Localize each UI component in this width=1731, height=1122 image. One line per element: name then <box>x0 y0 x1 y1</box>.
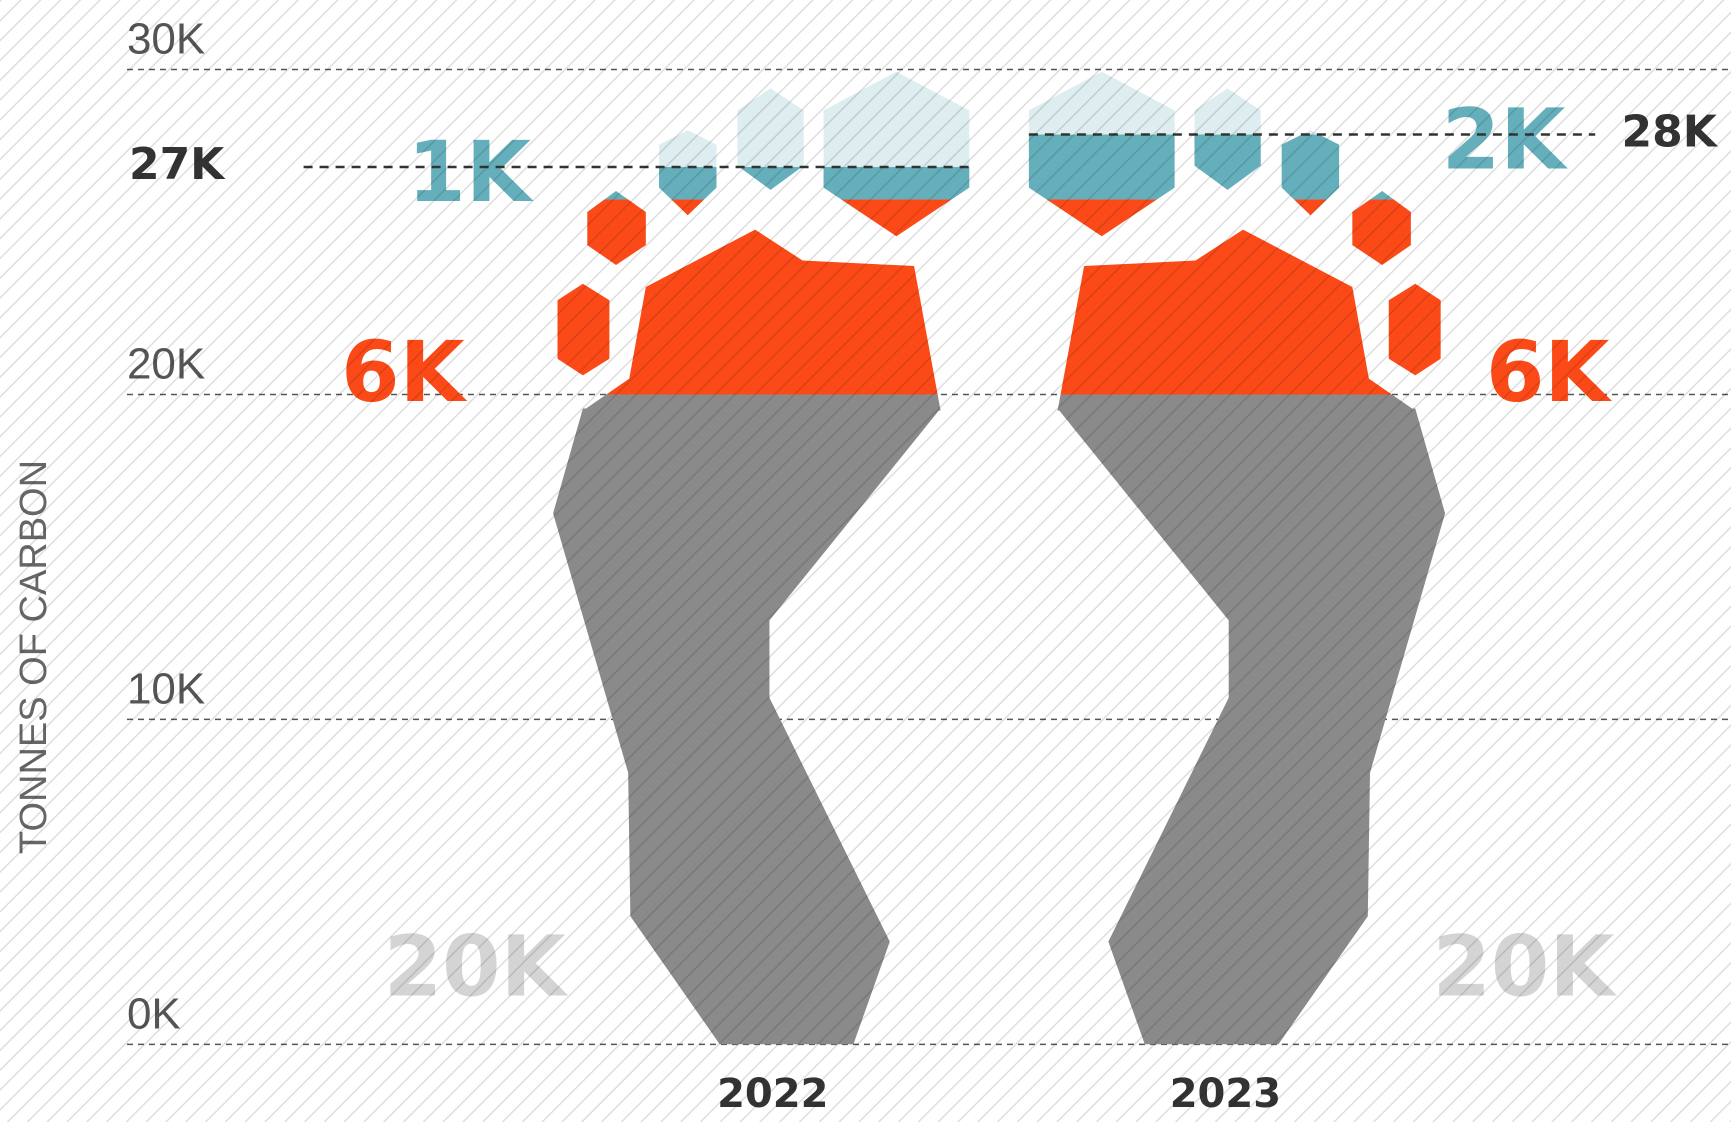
x-tick-label: 2022 <box>717 1071 828 1117</box>
y-tick-label: 20K <box>127 340 205 389</box>
y-tick-label: 10K <box>127 664 205 713</box>
value-label: 2K <box>1442 91 1568 189</box>
total-label: 27K <box>129 139 226 190</box>
total-label: 28K <box>1622 107 1719 158</box>
value-label: 6K <box>1486 323 1612 421</box>
y-axis-title: TONNES OF CARBON <box>13 460 55 854</box>
value-label: 20K <box>1432 918 1617 1016</box>
value-label: 20K <box>384 918 569 1016</box>
value-label: 6K <box>341 323 467 421</box>
y-tick-label: 0K <box>127 989 181 1038</box>
y-tick-label: 30K <box>127 15 205 64</box>
x-tick-label: 2023 <box>1170 1071 1281 1117</box>
value-label: 1K <box>407 123 533 221</box>
